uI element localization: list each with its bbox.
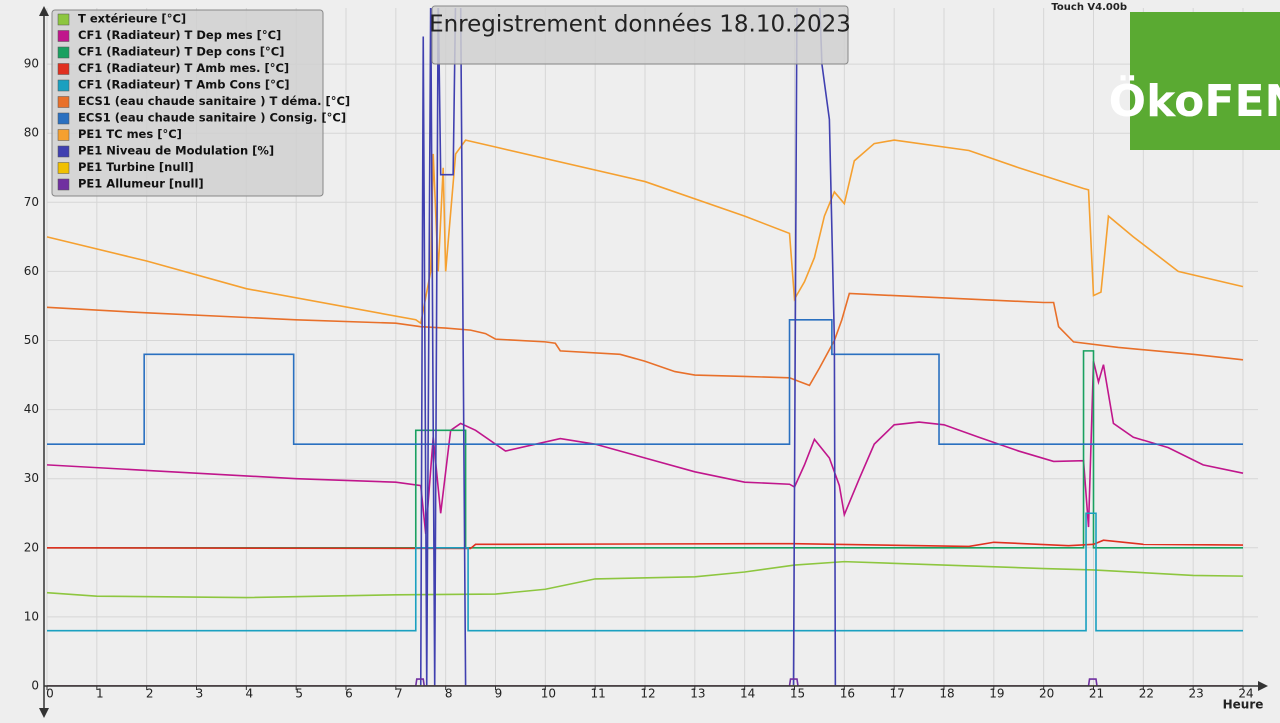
legend-swatch: [57, 46, 70, 59]
x-tick-label: 0: [46, 687, 54, 701]
logo: ÖkoFEN: [1109, 74, 1280, 127]
legend-label: CF1 (Radiateur) T Amb Cons [°C]: [78, 78, 290, 92]
title-box: [431, 5, 849, 65]
series-line: [46, 539, 1244, 550]
x-tick-label: 1: [96, 687, 104, 701]
x-tick-label: 24: [1238, 687, 1253, 701]
x-tick-label: 7: [395, 687, 403, 701]
x-tick-label: 6: [345, 687, 353, 701]
legend-label: T extérieure [°C]: [78, 12, 186, 26]
legend-swatch: [57, 96, 70, 108]
x-tick-label: 21: [1089, 687, 1104, 701]
x-tick-label: 16: [840, 687, 855, 701]
x-tick-label: 10: [541, 687, 556, 701]
y-tick-label: 60: [24, 264, 39, 278]
x-tick-label: 5: [295, 687, 303, 701]
legend-swatch: [57, 79, 70, 92]
x-tick-label: 2: [146, 687, 154, 701]
legend-label: CF1 (Radiateur) T Amb mes. [°C]: [78, 61, 289, 75]
logo-box: [1130, 12, 1280, 150]
series-line: [47, 350, 1243, 549]
legend-box: [51, 9, 324, 197]
y-tick-label: 90: [24, 57, 39, 71]
chart-title: Enregistrement données 18.10.2023: [429, 12, 851, 38]
y-tick-label: 10: [24, 609, 39, 623]
y-tick-label: 80: [24, 126, 39, 140]
x-axis-label: Heure: [1223, 698, 1264, 712]
x-tick-label: 20: [1039, 687, 1054, 701]
legend-label: ECS1 (eau chaude sanitaire ) T déma. [°C…: [78, 94, 350, 108]
version: Touch V4.00b: [1051, 2, 1127, 13]
x-tick-label: 17: [890, 687, 905, 701]
x-tick-label: 18: [939, 687, 954, 701]
x-tick-label: 8: [445, 687, 453, 701]
series-line: [47, 512, 1243, 632]
legend-swatch: [57, 145, 70, 158]
y-tick-label: 50: [24, 333, 39, 347]
x-tick-label: 22: [1139, 687, 1154, 701]
x-tick-label: 12: [640, 687, 655, 701]
x-tick-label: 14: [740, 687, 755, 701]
legend-swatch: [57, 162, 70, 174]
legend-label: PE1 TC mes [°C]: [78, 127, 182, 141]
y-arrow-bottom: [39, 708, 49, 718]
series-line: [46, 292, 1244, 387]
legend-label: CF1 (Radiateur) T Dep mes [°C]: [78, 28, 281, 42]
x-tick-label: 4: [246, 687, 254, 701]
y-tick-label: 20: [24, 540, 39, 554]
legend-label: ECS1 (eau chaude sanitaire ) Consig. [°C…: [78, 111, 346, 125]
y-tick-label: 30: [24, 471, 39, 485]
x-tick-label: 23: [1189, 687, 1204, 701]
x-tick-label: 11: [591, 687, 606, 701]
x-arrow: [1258, 681, 1268, 691]
x-tick-label: 15: [790, 687, 805, 701]
legend-label: PE1 Niveau de Modulation [%]: [78, 144, 274, 158]
x-tick-label: 19: [989, 687, 1004, 701]
series-line: [47, 318, 1243, 445]
y-tick-label: 40: [24, 402, 39, 416]
legend-swatch: [57, 112, 70, 125]
legend-swatch: [57, 63, 70, 75]
legend-label: CF1 (Radiateur) T Dep cons [°C]: [78, 45, 284, 59]
y-tick-label: 70: [24, 195, 39, 209]
series-line: [47, 8, 1243, 686]
series-line: [46, 361, 1244, 535]
y-arrow: [39, 6, 49, 16]
plot: [46, 8, 1244, 686]
x-tick-label: 9: [495, 687, 503, 701]
series-line: [47, 678, 1243, 686]
legend-swatch: [57, 178, 70, 191]
legend-swatch: [57, 13, 70, 26]
legend: T extérieure [°C] CF1 (Radiateur) T Dep m…: [51, 9, 350, 197]
legend-label: PE1 Turbine [null]: [78, 160, 194, 174]
legend-swatch: [57, 30, 70, 42]
legend-label: PE1 Allumeur [null]: [78, 177, 204, 191]
x-tick-label: 13: [690, 687, 705, 701]
y-tick-label: 0: [31, 679, 39, 693]
x-tick-label: 3: [196, 687, 204, 701]
series-line: [46, 560, 1244, 599]
legend-swatch: [57, 129, 70, 141]
